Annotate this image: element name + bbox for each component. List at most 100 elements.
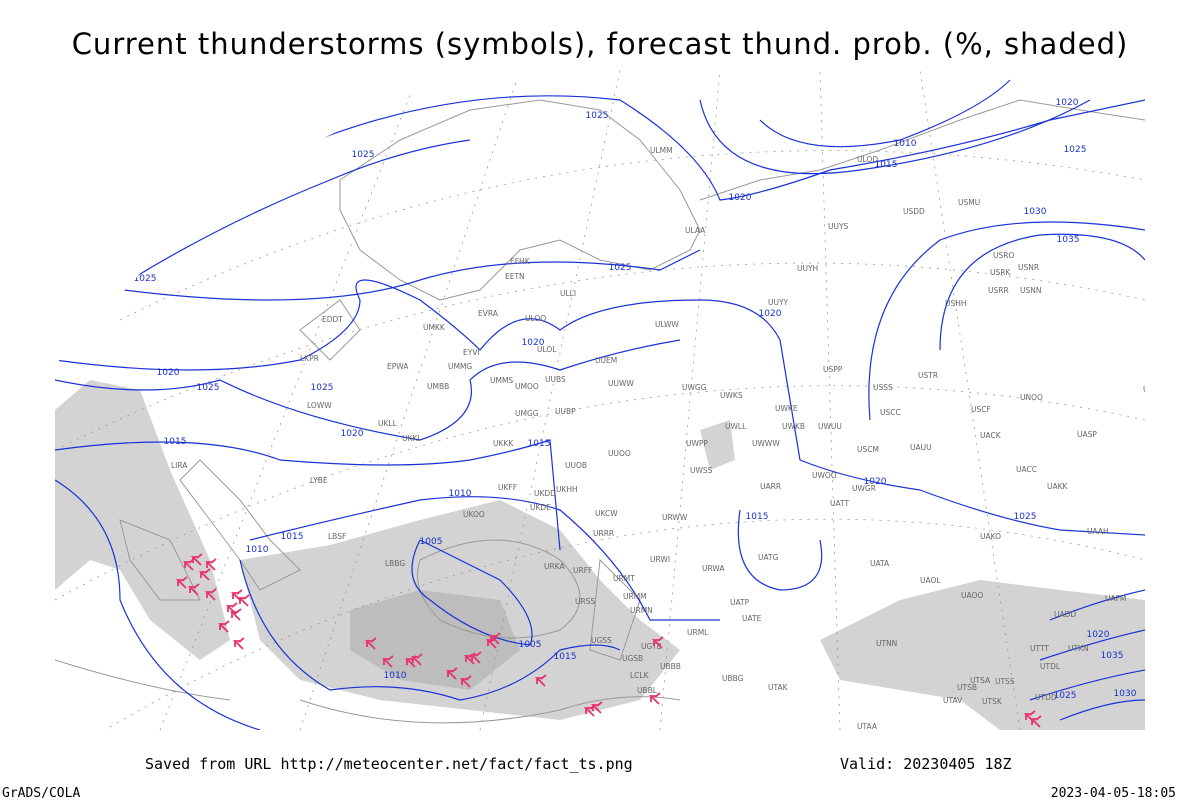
station-label: UUYH: [797, 264, 818, 273]
station-label: LKPR: [300, 354, 319, 363]
station-label: UACC: [1016, 465, 1037, 474]
station-label: UKCW: [595, 509, 618, 518]
station-label: EDDT: [322, 315, 343, 324]
station-label: UTAK: [768, 683, 789, 692]
isobar-label: 1015: [554, 652, 577, 662]
source-url: Saved from URL http://meteocenter.net/fa…: [145, 755, 633, 773]
isobar-label: 1035: [1057, 235, 1080, 245]
thunderstorm-symbol: [445, 667, 458, 680]
station-label: UUEM: [595, 356, 617, 365]
station-label: UWSS: [690, 466, 713, 475]
station-label: URWW: [662, 513, 688, 522]
station-label: UATT: [830, 499, 849, 508]
station-label: URML: [687, 628, 709, 637]
thunderstorm-symbol: [459, 675, 472, 688]
station-label: UTAA: [857, 722, 878, 731]
station-label: UMOO: [515, 382, 539, 391]
thunderstorm-symbol: [237, 594, 250, 607]
thunderstorm-symbol: [1029, 715, 1042, 728]
isobar-label: 1025: [586, 111, 609, 121]
station-label: ULMM: [650, 146, 673, 155]
station-label: LBBG: [385, 559, 405, 568]
station-label: UKLL: [378, 419, 398, 428]
station-label: USRO: [993, 251, 1014, 260]
isobar-label: 1010: [894, 139, 917, 149]
station-label: UARR: [760, 482, 781, 491]
station-label: EPWA: [387, 362, 409, 371]
station-label: UWUU: [818, 422, 842, 431]
isobar-label: 1030: [1024, 207, 1047, 217]
isobar-label: 1015: [281, 532, 304, 542]
station-label: USHH: [945, 299, 967, 308]
station-label: USNR: [1018, 263, 1039, 272]
station-label: URRR: [593, 529, 614, 538]
isobar-label: 1005: [420, 537, 443, 547]
isobar-label: 1010: [246, 545, 269, 555]
isobar-label: 1015: [875, 160, 898, 170]
station-label: UKFF: [498, 483, 517, 492]
station-label: UMMS: [490, 376, 513, 385]
station-label: UAAH: [1087, 527, 1109, 536]
isobar-label: 1020: [157, 368, 180, 378]
station-label: UMMG: [448, 362, 472, 371]
station-label: UADD: [1054, 610, 1076, 619]
valid-time: Valid: 20230405 18Z: [840, 755, 1012, 773]
isobar-label: 1020: [341, 429, 364, 439]
station-label: UTSK: [982, 697, 1003, 706]
station-label: UATP: [730, 598, 750, 607]
station-label: UBBL: [637, 686, 658, 695]
station-label: UAOL: [920, 576, 941, 585]
thunderstorm-symbol: [230, 589, 243, 602]
isobar-label: 1015: [528, 439, 551, 449]
isobar-label: 1020: [1056, 98, 1079, 108]
thunderstorm-symbol: [204, 588, 217, 601]
station-label: ULOL: [537, 345, 557, 354]
station-label: UUOO: [608, 449, 631, 458]
station-label: USRR: [988, 286, 1009, 295]
station-label: UTSB: [957, 683, 977, 692]
station-label: UWPP: [686, 439, 708, 448]
isobar-label: 1030: [1114, 689, 1137, 699]
isobar-label: 1025: [134, 274, 157, 284]
station-label: UACK: [980, 431, 1002, 440]
station-label: URWI: [650, 555, 670, 564]
station-label: ULOO: [525, 314, 546, 323]
station-label: UWKS: [720, 391, 743, 400]
station-label: UKKI: [402, 434, 420, 443]
station-label: UWGR: [852, 484, 876, 493]
thunderstorm-symbol: [175, 576, 188, 589]
station-label: UWWW: [752, 439, 780, 448]
station-label: UUOB: [565, 461, 587, 470]
station-label: UKKK: [493, 439, 514, 448]
station-label: URFF: [573, 566, 592, 575]
isobar-label: 1015: [746, 512, 769, 522]
station-label: USPP: [823, 365, 843, 374]
station-label: UTTT: [1030, 644, 1049, 653]
thunderstorm-symbol: [469, 651, 482, 664]
isobar-label: 1010: [384, 671, 407, 681]
station-label: UUYS: [828, 222, 849, 231]
station-label: UASP: [1077, 430, 1097, 439]
station-label: UAFM: [1105, 594, 1126, 603]
isobar-labels: 1025 1025 1020 1010 1015 1025 1020 1030 1035 1025…: [134, 98, 1137, 701]
station-label: UWKE: [775, 404, 798, 413]
isobar-label: 1025: [197, 383, 220, 393]
station-label: ULAA: [685, 226, 706, 235]
thunderstorm-symbols: [175, 553, 1042, 728]
station-label: UAKO: [980, 532, 1001, 541]
coastlines: [55, 99, 1145, 724]
station-label: UUBP: [555, 407, 576, 416]
isobar-label: 1010: [449, 489, 472, 499]
thunderstorm-symbol: [381, 655, 394, 668]
station-label: UWKB: [782, 422, 805, 431]
station-label: UBBG: [722, 674, 744, 683]
station-label: USRK: [990, 268, 1011, 277]
station-label: ULWW: [655, 320, 679, 329]
thunderstorm-symbol: [410, 653, 423, 666]
station-label: USCM: [857, 445, 879, 454]
station-label: LIRA: [171, 461, 188, 470]
station-label: UKOO: [463, 510, 485, 519]
station-label: UMKK: [423, 323, 446, 332]
station-label: UMBB: [427, 382, 449, 391]
